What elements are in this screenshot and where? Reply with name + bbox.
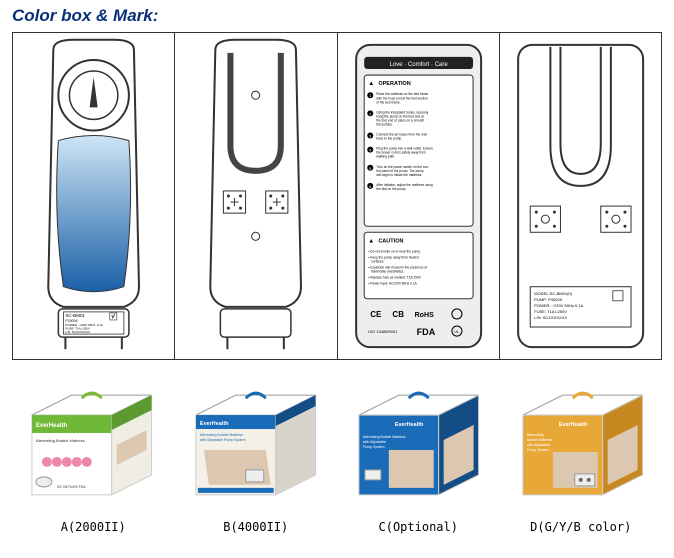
pump-back-svg: [175, 33, 336, 359]
svg-text:flat surface.: flat surface.: [376, 122, 393, 126]
label-c: C(Optional): [337, 520, 500, 534]
box-c: EverHealth Alternating Bubble Mattress w…: [339, 370, 499, 510]
label-plate-svg: Love · Comfort · Care ▲ OPERATION 1 Plac…: [338, 33, 499, 359]
svg-text:surfaces.: surfaces.: [371, 260, 384, 264]
svg-text:flammable anesthetics.: flammable anesthetics.: [371, 270, 404, 274]
diagram-a-front: SC-BM01 P2000II POWER: ~220V 50Hz, 0.1A …: [13, 33, 175, 359]
svg-text:• Do not smoke on or near the: • Do not smoke on or near the pump.: [368, 249, 421, 253]
back-plate-svg: MODEL:SC-BM01(II) PUMP: P4000II POWER: ~…: [500, 33, 661, 359]
svg-text:• Replace fuse as marked: T1A: • Replace fuse as marked: T1A 250V.: [368, 276, 421, 280]
label-a: A(2000II): [12, 520, 175, 534]
box-a: EverHealth Alternating Bubble Mattress C…: [12, 370, 172, 510]
svg-text:UL: UL: [454, 329, 460, 334]
svg-text:ISO 13485/9001: ISO 13485/9001: [368, 329, 398, 334]
svg-text:EverHealth: EverHealth: [558, 422, 587, 428]
svg-text:CE CB RoHS FDA: CE CB RoHS FDA: [57, 485, 86, 489]
svg-text:Alternating Bubble Mattress: Alternating Bubble Mattress: [363, 435, 406, 439]
svg-text:CE: CE: [370, 310, 382, 319]
svg-text:Pump System: Pump System: [526, 448, 548, 452]
model-text: SC-BM01: [65, 313, 85, 318]
box-d: EverHealth Alternating Bubble Mattress w…: [503, 370, 663, 510]
svg-text:PUMP: P4000II: PUMP: P4000II: [534, 297, 562, 302]
product-boxes-row: EverHealth Alternating Bubble Mattress C…: [12, 370, 662, 510]
svg-text:EverHealth: EverHealth: [36, 423, 68, 429]
svg-text:Alternating: Alternating: [526, 433, 543, 437]
svg-text:with Adjustable: with Adjustable: [526, 443, 549, 447]
svg-text:the dial on the pump.: the dial on the pump.: [376, 187, 406, 191]
svg-text:L/N: SCXXXXXXX: L/N: SCXXXXXXX: [65, 330, 90, 334]
svg-text:EverHealth: EverHealth: [395, 422, 424, 428]
svg-text:will begin to inflate the matt: will begin to inflate the mattress.: [376, 173, 422, 177]
svg-text:Alternating Bubble Mattress: Alternating Bubble Mattress: [36, 438, 85, 443]
svg-text:POWER: ~220V 50Hz,0.1A: POWER: ~220V 50Hz,0.1A: [534, 303, 583, 308]
pump-front-svg: SC-BM01 P2000II POWER: ~220V 50Hz, 0.1A …: [13, 33, 174, 359]
svg-text:OPERATION: OPERATION: [378, 81, 410, 87]
svg-text:CB: CB: [392, 310, 404, 319]
svg-text:of the bed frame.: of the bed frame.: [376, 100, 400, 104]
svg-text:L/N: SCXXXXXXX: L/N: SCXXXXXXX: [534, 315, 567, 320]
svg-text:▲: ▲: [368, 238, 374, 244]
diagram-d-back-plate: MODEL:SC-BM01(II) PUMP: P4000II POWER: ~…: [500, 33, 661, 359]
label-b: B(4000II): [175, 520, 338, 534]
svg-text:with Adjustable Pump System: with Adjustable Pump System: [199, 438, 245, 442]
diagram-row: SC-BM01 P2000II POWER: ~220V 50Hz, 0.1A …: [12, 32, 662, 360]
svg-text:Bubble Mattress: Bubble Mattress: [526, 438, 551, 442]
svg-text:MODEL:SC-BM01(II): MODEL:SC-BM01(II): [534, 291, 572, 296]
svg-text:Alternating Bubble Mattress: Alternating Bubble Mattress: [199, 433, 242, 437]
svg-text:CAUTION: CAUTION: [378, 238, 403, 244]
svg-text:with Adjustable: with Adjustable: [363, 440, 386, 444]
svg-text:FUSE: T1A L250V: FUSE: T1A L250V: [534, 309, 567, 314]
svg-text:RoHS: RoHS: [414, 312, 433, 319]
box-b: EverHealth Alternating Bubble Mattress w…: [176, 370, 336, 510]
diagram-c-label: Love · Comfort · Care ▲ OPERATION 1 Plac…: [338, 33, 500, 359]
svg-text:walking path.: walking path.: [376, 155, 395, 159]
svg-text:FDA: FDA: [416, 327, 435, 337]
diagram-b-back: [175, 33, 337, 359]
svg-text:EverHealth: EverHealth: [199, 421, 228, 427]
section-title: Color box & Mark:: [12, 6, 158, 26]
svg-text:tress to the pump.: tress to the pump.: [376, 137, 402, 141]
label-d: D(G/Y/B color): [500, 520, 663, 534]
svg-text:Pump System: Pump System: [363, 445, 385, 449]
svg-text:Love · Comfort · Care: Love · Comfort · Care: [389, 62, 448, 68]
svg-text:• Power input: AC220V 60Hz 0.1: • Power input: AC220V 60Hz 0.1A: [368, 282, 417, 286]
svg-text:▲: ▲: [368, 81, 374, 87]
box-labels-row: A(2000II) B(4000II) C(Optional) D(G/Y/B …: [12, 520, 662, 534]
